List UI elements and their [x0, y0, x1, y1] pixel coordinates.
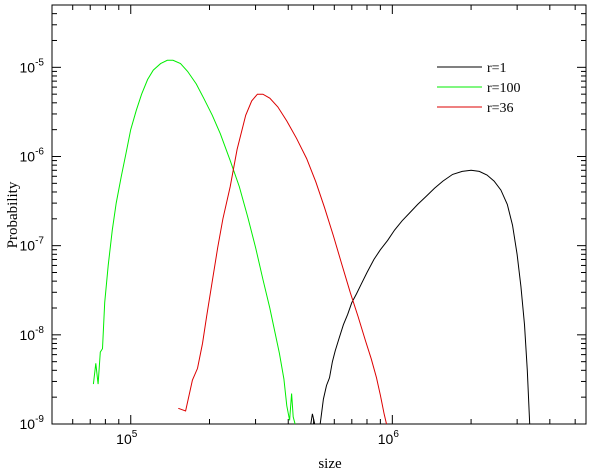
- y-axis-label: Probability: [5, 181, 21, 248]
- y-tick-label: 10-9: [20, 414, 45, 432]
- legend-label: r=1: [487, 61, 507, 76]
- x-axis-label: size: [318, 456, 342, 472]
- series-line-r100: [92, 59, 296, 425]
- series-line-r36: [178, 93, 387, 425]
- legend-label: r=100: [487, 81, 521, 96]
- y-tick-label: 10-8: [20, 325, 45, 343]
- x-tick-label: 105: [116, 429, 138, 447]
- tick-labels: 105 106 10-5 10-6 10-7 10-8 10-9: [20, 57, 400, 447]
- y-tick-label: 10-7: [20, 236, 45, 254]
- y-tick-label: 10-6: [20, 146, 45, 164]
- x-tick-label: 106: [378, 429, 400, 447]
- legend-label: r=36: [487, 101, 514, 116]
- axis-ticks: [51, 4, 586, 425]
- legend: r=1 r=100 r=36: [437, 61, 521, 116]
- series-lines: [92, 59, 531, 425]
- y-tick-label: 10-5: [20, 57, 45, 75]
- series-line-r1: [310, 169, 531, 425]
